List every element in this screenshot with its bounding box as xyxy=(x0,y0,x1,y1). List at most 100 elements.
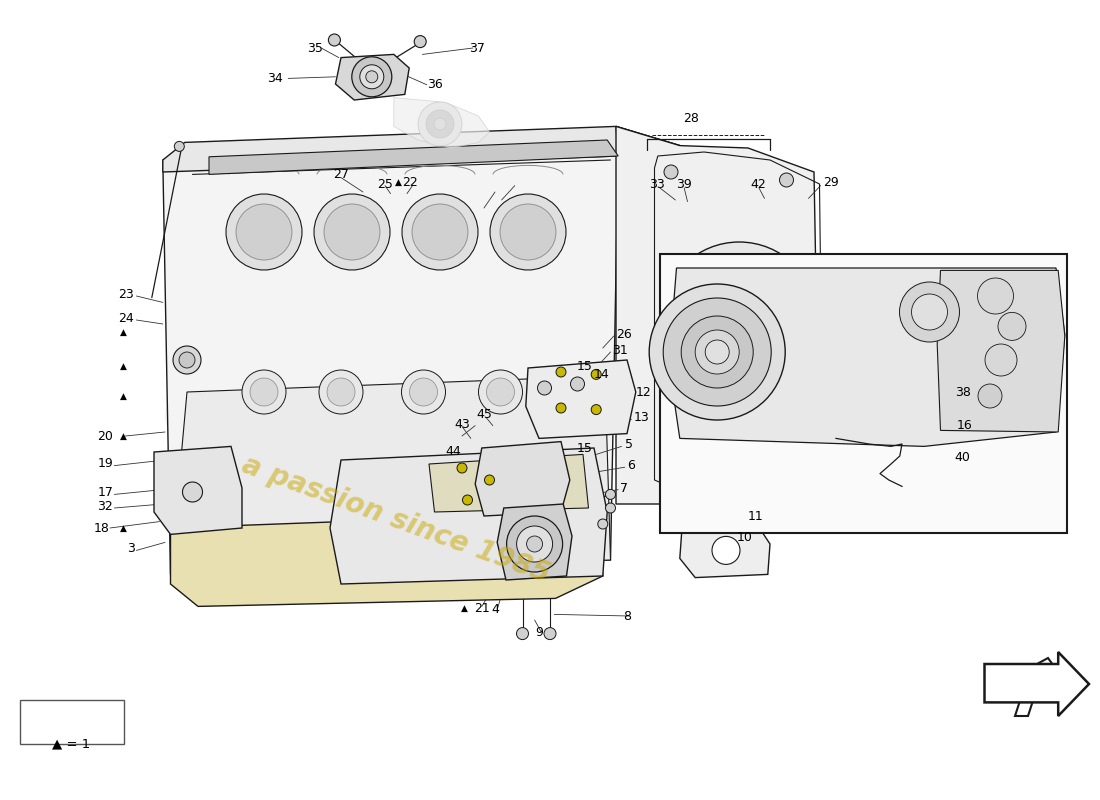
Circle shape xyxy=(780,173,793,187)
Circle shape xyxy=(402,194,478,270)
Polygon shape xyxy=(170,376,610,574)
Polygon shape xyxy=(394,98,490,148)
Text: 17: 17 xyxy=(98,486,113,498)
Polygon shape xyxy=(526,360,636,438)
Text: 16: 16 xyxy=(957,419,972,432)
Polygon shape xyxy=(497,504,572,580)
Circle shape xyxy=(984,344,1018,376)
Circle shape xyxy=(978,384,1002,408)
Circle shape xyxy=(409,378,438,406)
Circle shape xyxy=(366,70,377,83)
Text: 7: 7 xyxy=(620,482,628,494)
Text: 39: 39 xyxy=(676,178,692,190)
Text: 10: 10 xyxy=(737,531,752,544)
Circle shape xyxy=(681,316,754,388)
Circle shape xyxy=(663,298,771,406)
Polygon shape xyxy=(680,524,770,578)
Circle shape xyxy=(517,627,528,640)
Circle shape xyxy=(527,536,542,552)
Circle shape xyxy=(705,340,729,364)
Polygon shape xyxy=(209,140,618,174)
Circle shape xyxy=(314,194,390,270)
Circle shape xyxy=(556,403,566,413)
Text: 12: 12 xyxy=(636,386,651,398)
Polygon shape xyxy=(937,270,1065,432)
Polygon shape xyxy=(330,448,607,584)
Circle shape xyxy=(324,204,380,260)
Text: 42: 42 xyxy=(750,178,766,190)
Circle shape xyxy=(402,370,446,414)
Circle shape xyxy=(544,627,556,640)
Circle shape xyxy=(556,367,566,377)
Circle shape xyxy=(538,381,551,395)
Circle shape xyxy=(415,35,426,48)
Text: ▲: ▲ xyxy=(461,603,468,613)
Circle shape xyxy=(591,370,602,379)
Circle shape xyxy=(810,313,823,327)
Text: ▲: ▲ xyxy=(120,327,127,337)
Text: ▲: ▲ xyxy=(395,178,402,187)
Circle shape xyxy=(998,312,1026,341)
Circle shape xyxy=(764,515,776,525)
Bar xyxy=(20,700,124,744)
Circle shape xyxy=(329,34,340,46)
Circle shape xyxy=(490,194,566,270)
Circle shape xyxy=(912,294,947,330)
Circle shape xyxy=(517,526,552,562)
Circle shape xyxy=(712,536,740,565)
Text: 32: 32 xyxy=(98,500,113,513)
Text: 20: 20 xyxy=(98,430,113,442)
Text: 34: 34 xyxy=(267,72,283,85)
Text: euro: euro xyxy=(162,386,322,446)
Circle shape xyxy=(679,260,800,380)
Text: 31: 31 xyxy=(612,344,627,357)
Circle shape xyxy=(360,65,384,89)
Polygon shape xyxy=(336,54,409,100)
Text: 14: 14 xyxy=(594,368,609,381)
Circle shape xyxy=(478,370,522,414)
Circle shape xyxy=(179,352,195,368)
Circle shape xyxy=(484,475,495,485)
Text: 36: 36 xyxy=(427,78,442,90)
Text: 28: 28 xyxy=(683,112,698,125)
Text: 13: 13 xyxy=(634,411,649,424)
Circle shape xyxy=(591,405,602,414)
Circle shape xyxy=(319,370,363,414)
Polygon shape xyxy=(616,126,820,504)
Circle shape xyxy=(242,370,286,414)
Text: 24: 24 xyxy=(119,312,134,325)
Text: 33: 33 xyxy=(649,178,664,190)
Circle shape xyxy=(173,346,201,374)
Polygon shape xyxy=(1015,658,1062,716)
Polygon shape xyxy=(475,442,570,516)
Text: 4: 4 xyxy=(491,603,499,616)
Text: ▲ = 1: ▲ = 1 xyxy=(53,738,90,750)
Polygon shape xyxy=(154,446,242,534)
Circle shape xyxy=(507,516,562,572)
Circle shape xyxy=(183,482,202,502)
Text: 3: 3 xyxy=(128,542,135,554)
Text: 21: 21 xyxy=(474,602,490,614)
Circle shape xyxy=(900,282,959,342)
Text: 18: 18 xyxy=(95,522,110,534)
Circle shape xyxy=(649,284,785,420)
Text: ▲: ▲ xyxy=(120,523,127,533)
Circle shape xyxy=(456,463,468,473)
Text: 43: 43 xyxy=(454,418,470,430)
Circle shape xyxy=(605,490,616,499)
Polygon shape xyxy=(429,454,588,512)
Polygon shape xyxy=(163,142,618,574)
Text: 11: 11 xyxy=(748,510,763,522)
Circle shape xyxy=(226,194,303,270)
Polygon shape xyxy=(669,268,1065,446)
Text: 37: 37 xyxy=(469,42,484,54)
Text: 23: 23 xyxy=(119,288,134,301)
Circle shape xyxy=(664,469,678,483)
Text: 15: 15 xyxy=(576,360,592,373)
Text: 15: 15 xyxy=(576,442,592,454)
Text: 45: 45 xyxy=(476,408,492,421)
Text: 29: 29 xyxy=(823,176,838,189)
Circle shape xyxy=(661,242,817,398)
Polygon shape xyxy=(616,126,680,206)
Circle shape xyxy=(571,377,584,391)
